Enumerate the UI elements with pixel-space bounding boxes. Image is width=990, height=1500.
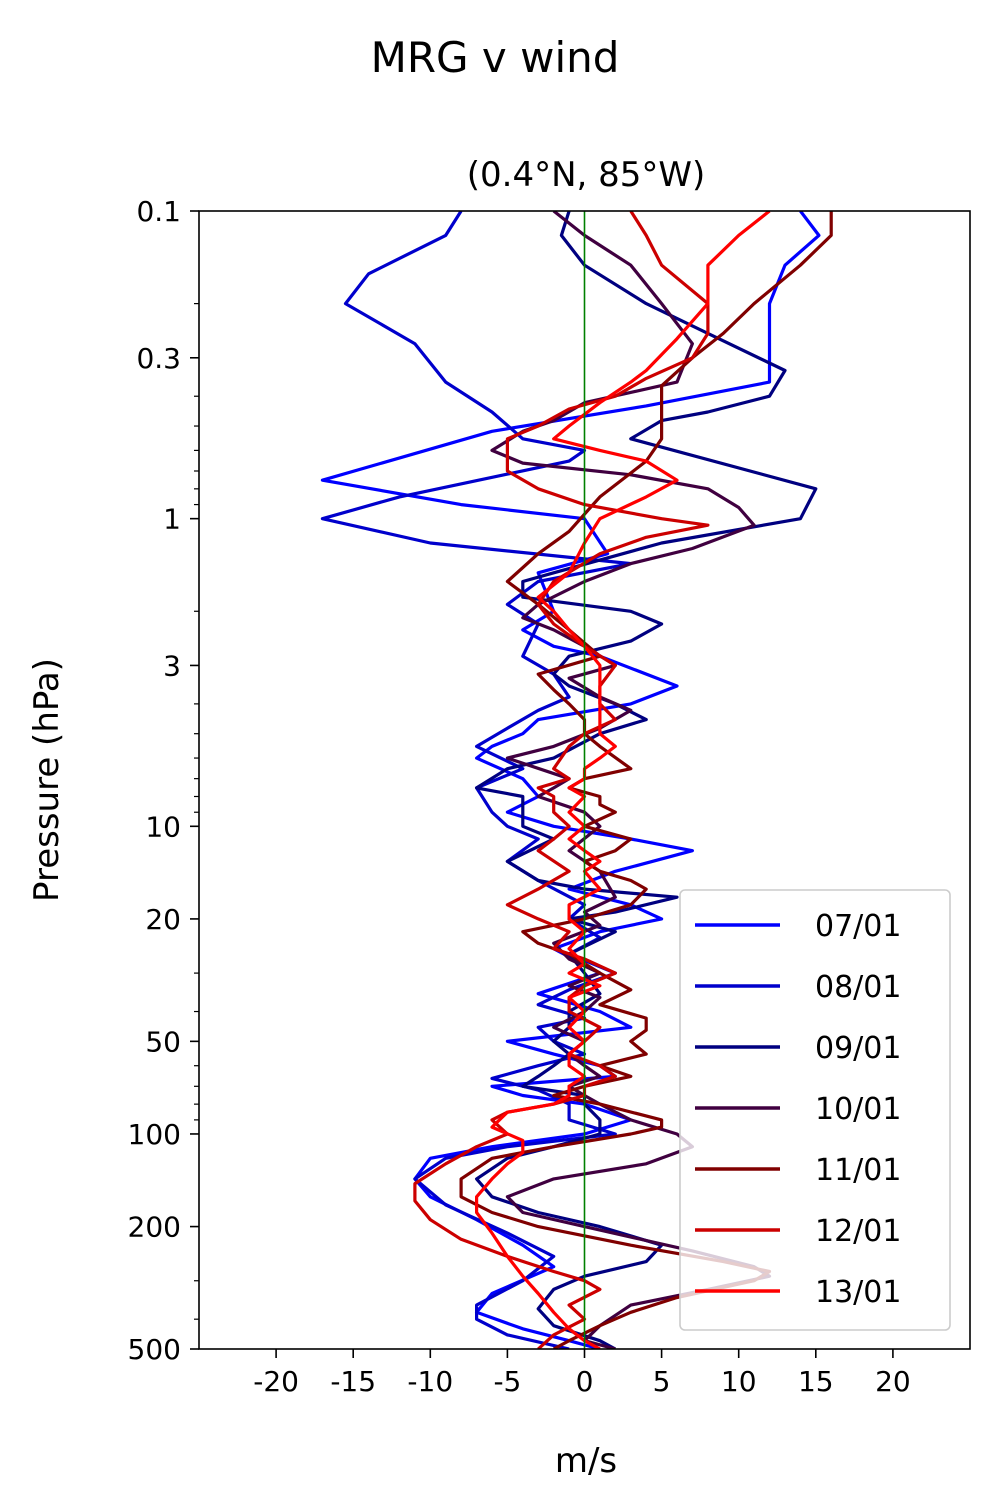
series-line-09-01 — [475, 211, 818, 1349]
series-lines — [320, 211, 833, 1349]
y-tick-label: 0.1 — [136, 195, 181, 228]
chart-subtitle: (0.4°N, 85°W) — [467, 155, 706, 195]
y-tick-label: 0.3 — [136, 342, 181, 375]
x-tick-label: -10 — [407, 1365, 453, 1398]
legend-label: 12/01 — [815, 1214, 901, 1249]
legend: 07/01 08/01 09/01 10/01 11/01 12/01 13/01 — [679, 889, 951, 1331]
y-tick-label: 3 — [163, 649, 181, 682]
y-tick-label: 10 — [145, 810, 181, 843]
legend-label: 11/01 — [815, 1153, 901, 1188]
x-tick-label: -20 — [253, 1365, 299, 1398]
y-tick-label: 20 — [145, 903, 181, 936]
legend-box — [679, 889, 951, 1331]
x-tick-label: -5 — [493, 1365, 521, 1398]
series-line-13-01 — [475, 211, 771, 1349]
chart-title: MRG v wind — [371, 33, 620, 82]
y-tick-label: 100 — [128, 1118, 181, 1151]
legend-label: 09/01 — [815, 1031, 901, 1066]
y-axis-label: Pressure (hPa) — [27, 658, 67, 902]
x-axis-label: m/s — [555, 1441, 617, 1481]
legend-label: 07/01 — [815, 909, 901, 944]
plot-area: -20 -15 -10 -5 0 5 10 15 20 0.1 0.3 1 3 10 20 50 100 200 5… — [128, 195, 971, 1398]
series-line-12-01 — [413, 211, 710, 1349]
legend-label: 08/01 — [815, 970, 901, 1005]
x-tick-label: 15 — [798, 1365, 834, 1398]
x-tick-label: 20 — [875, 1365, 911, 1398]
y-tick-label: 500 — [128, 1333, 181, 1366]
series-line-11-01 — [459, 211, 833, 1349]
x-tick-label: -15 — [330, 1365, 376, 1398]
x-tick-label: 10 — [721, 1365, 757, 1398]
y-tick-label: 1 — [163, 503, 181, 536]
x-tick-label: 0 — [576, 1365, 594, 1398]
legend-label: 13/01 — [815, 1275, 901, 1310]
y-tick-label: 200 — [128, 1211, 181, 1244]
legend-label: 10/01 — [815, 1092, 901, 1127]
y-tick-label: 50 — [145, 1025, 181, 1058]
x-tick-label: 5 — [653, 1365, 671, 1398]
